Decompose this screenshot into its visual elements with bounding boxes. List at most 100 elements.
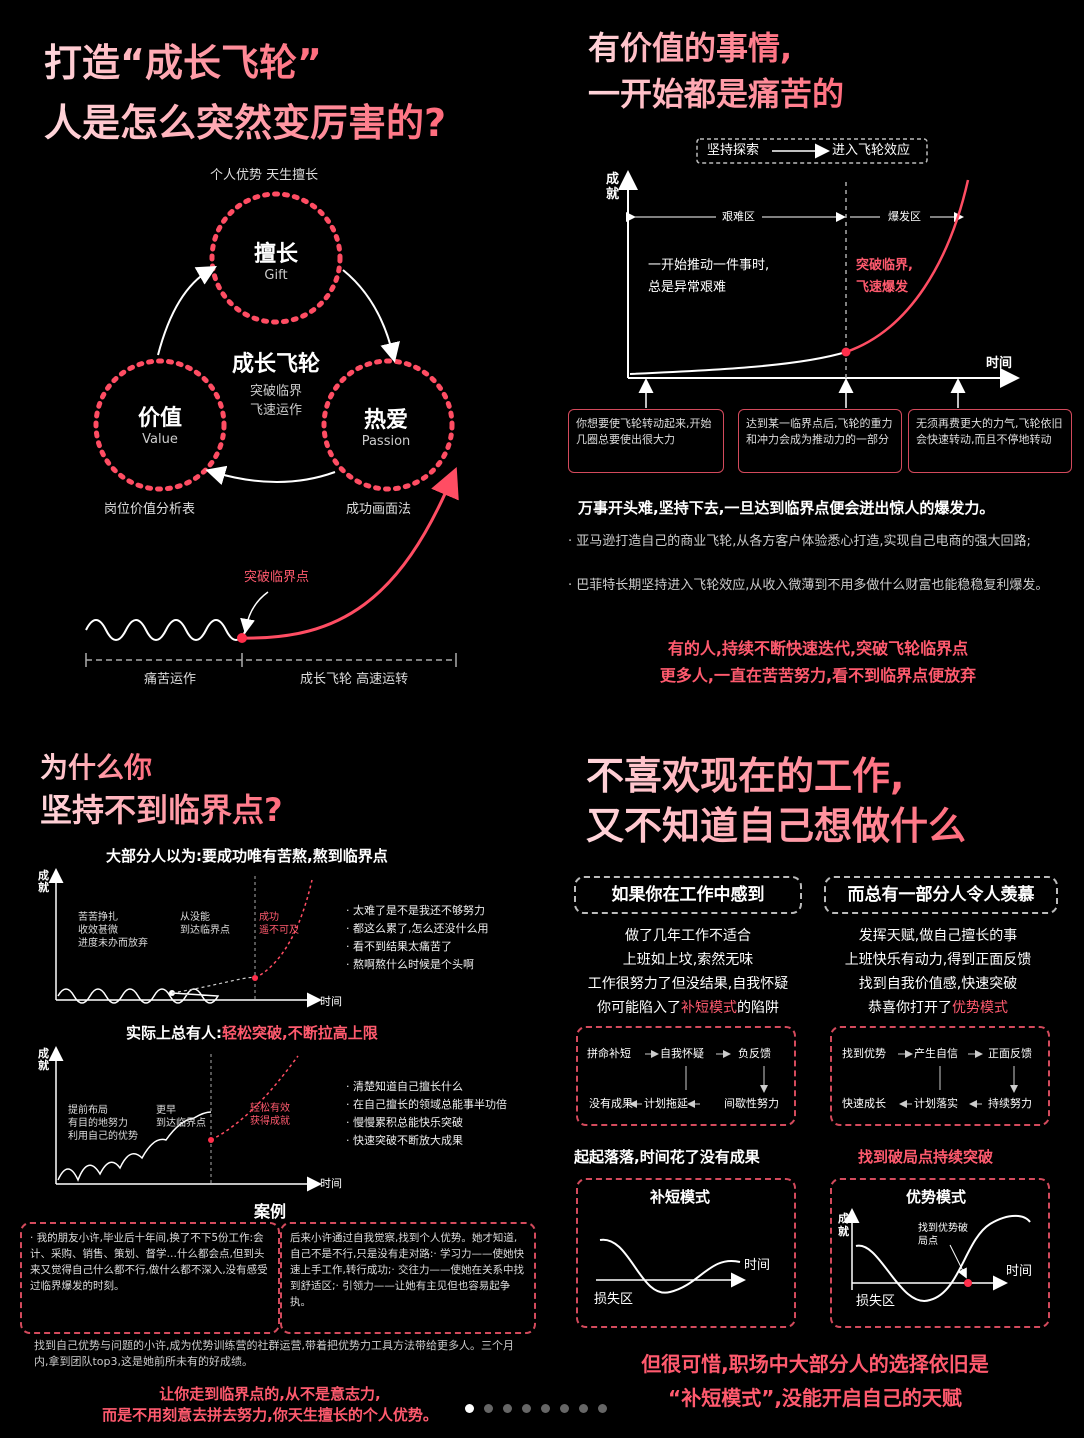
strength-time-label: 时间 [1006, 1264, 1033, 1279]
q3-sub2: 实际上总有人:轻松突破,不断拉高上限 [126, 1024, 378, 1042]
pager-dot[interactable] [598, 1404, 607, 1413]
burst-zone-text2: 飞速爆发 [856, 280, 909, 295]
q3-final-line1: 让你走到临界点的,从不是意志力, [159, 1385, 381, 1403]
flywheel-center-sub2: 飞速运作 [249, 403, 302, 418]
pager-dot[interactable] [579, 1404, 588, 1413]
strength-break-point-label: 找到优势破局点 [918, 1223, 968, 1247]
gift-label-en: Gift [264, 268, 288, 283]
q4-final-line2: “补短模式”,没能开启自己的天赋 [668, 1386, 962, 1410]
q3-title-line2: 坚持不到临界点? [40, 791, 283, 829]
value-caption: 岗位价值分析表 [104, 502, 196, 517]
passion-label-en: Passion [361, 434, 411, 449]
cycle-l-5: 计划拖延 [644, 1097, 688, 1110]
right-feelings: 发挥天赋,做自己擅长的事 上班快乐有动力,得到正面反馈 找到自我价值感,快速突破 恭… [844, 928, 1032, 1016]
flywheel-diagram [93, 191, 455, 492]
strength-mode-box [830, 1178, 1050, 1328]
q4-title-line2: 又不知道自己想做什么 [586, 804, 967, 848]
explain-box-threshold: 达到某一临界点后,飞轮的重力和冲力会成为推动力的一部分 [738, 409, 902, 473]
q3-sub1: 大部分人以为:要成功唯有苦熬,熬到临界点 [106, 847, 388, 865]
c2-y-label: 成就 [38, 1047, 49, 1072]
strength-mode-title: 优势模式 [906, 1188, 967, 1206]
flywheel-center-sub1: 突破临界 [249, 384, 302, 399]
passion-label-cn: 热爱 [363, 408, 408, 433]
strength-mode-graph [844, 1208, 1031, 1302]
pager-dot[interactable] [522, 1404, 531, 1413]
passion-caption: 成功画面法 [346, 502, 412, 517]
shortfall-mode-graph [596, 1238, 746, 1294]
strength-subtitle: 找到破局点持续突破 [858, 1148, 994, 1166]
pager-dot[interactable] [503, 1404, 512, 1413]
cycle-l-1: 拼命补短 [587, 1047, 631, 1060]
left-head-box: 如果你在工作中感到 [574, 876, 802, 914]
burst-zone-text1: 突破临界, [856, 258, 913, 273]
cycle-r-6: 持续努力 [988, 1097, 1032, 1110]
gift-circle [209, 191, 343, 325]
right-head-box: 而总有一部分人令人羡慕 [824, 876, 1058, 914]
gift-node: 擅长 Gift [226, 236, 326, 283]
pager-dot[interactable] [560, 1404, 569, 1413]
cycle-l-4: 没有成果 [589, 1097, 633, 1110]
q2-pink-line2: 更多人,一直在苦苦努力,看不到临界点便放弃 [659, 666, 977, 685]
c2-strengths-list: · 清楚知道自己擅长什么 · 在自己擅长的领域总能事半功倍 · 慢慢累积总能快乐突破… [346, 1080, 507, 1147]
case-title: 案例 [254, 1202, 287, 1221]
value-label-cn: 价值 [137, 406, 182, 431]
value-circle [93, 358, 227, 492]
cycle-r-4: 快速成长 [842, 1097, 886, 1110]
q1-title-line1: 打造“成长飞轮” [44, 41, 322, 85]
strength-y-label: 成就 [838, 1212, 849, 1238]
pager-dots[interactable] [460, 1398, 612, 1417]
pager-dot[interactable] [465, 1404, 474, 1413]
q4-title-line1: 不喜欢现在的工作, [586, 754, 905, 798]
cycle-r-1: 找到优势 [842, 1047, 886, 1060]
q2-title-line2: 一开始都是痛苦的 [588, 75, 845, 113]
cycle-l-6: 间歇性努力 [724, 1097, 779, 1110]
c1-annotation-b: 从没能 到达临界点 [180, 912, 230, 936]
q2-bullet-buffett: · 巴菲特长期坚持进入飞轮效应,从收入微薄到不用多做什么财富也能稳稳复利爆发。 [568, 578, 1049, 593]
q2-y-axis-label: 成就 [606, 172, 620, 202]
hardship-chart [48, 868, 322, 1008]
left-feelings: 做了几年工作不适合 上班如上坟,索然无味 工作很努力了但没结果,自我怀疑 你可能陷入… [587, 928, 789, 1016]
q2-x-axis-label: 时间 [986, 356, 1013, 371]
strength-loss-label: 损失区 [856, 1294, 896, 1309]
explain-box-start: 你想要使飞轮转动起来,开始几圈总要使出很大力 [568, 409, 724, 473]
easy-breakthrough-chart [48, 1046, 322, 1192]
q3-final-line2: 而是不用刻意去拼去努力,你天生擅长的个人优势。 [102, 1406, 438, 1424]
c1-thoughts-list: · 太难了是不是我还不够努力 · 都这么累了,怎么还没什么用 · 看不到结果太痛苦了… [346, 904, 489, 971]
c1-y-label: 成就 [38, 869, 49, 894]
q4-final-line1: 但很可惜,职场中大部分人的选择依旧是 [641, 1352, 989, 1376]
shortfall-mode-title: 补短模式 [650, 1188, 711, 1206]
hard-zone-label: 艰难区 [722, 210, 755, 223]
cycle-r-3: 正面反馈 [988, 1047, 1032, 1060]
painful-phase-label: 痛苦运作 [144, 672, 197, 687]
burst-zone-label: 爆发区 [888, 210, 921, 223]
flow-flywheel-label: 进入飞轮效应 [832, 143, 911, 158]
value-label-en: Value [142, 432, 178, 447]
cycle-l-2: 自我怀疑 [660, 1047, 704, 1060]
shortfall-mode-box [576, 1178, 796, 1328]
cycle-l-3: 负反馈 [738, 1047, 771, 1060]
q3-title-line1: 为什么你 [40, 751, 153, 784]
shortfall-loss-label: 损失区 [594, 1292, 634, 1307]
flywheel-effect-chart [618, 138, 1020, 408]
case-box-before: · 我的朋友小许,毕业后十年间,换了不下5份工作:会计、采购、销售、策划、督学…… [20, 1222, 280, 1334]
cycle-arrows [629, 1050, 1018, 1108]
value-node: 价值 Value [110, 400, 210, 447]
shortfall-cycle-box [576, 1026, 796, 1126]
cycle-r-2: 产生自信 [914, 1047, 958, 1060]
c2-annotation-a: 提前布局 有目的地努力 利用自己的优势 [68, 1105, 138, 1142]
c2-annotation-b: 更早 到达临界点 [156, 1105, 206, 1129]
flow-explore-label: 坚持探索 [707, 143, 760, 158]
case-box-after: 后来小许通过自我觉察,找到个人优势。她才知道,自己不是不行,只是没有走对路:· … [280, 1222, 536, 1334]
hard-zone-text2: 总是异常艰难 [648, 280, 727, 295]
gift-top-caption: 个人优势 天生擅长 [210, 168, 319, 183]
strength-cycle-box [830, 1026, 1050, 1126]
c1-annotation-c: 成功 遥不可及 [259, 912, 299, 936]
flywheel-center-title: 成长飞轮 [231, 352, 320, 377]
q2-title-line1: 有价值的事情, [588, 29, 793, 67]
pager-dot[interactable] [541, 1404, 550, 1413]
pager-dot[interactable] [484, 1404, 493, 1413]
cycle-r-5: 计划落实 [914, 1097, 958, 1110]
shortfall-time-label: 时间 [744, 1258, 771, 1273]
hard-zone-text1: 一开始推动一件事时, [648, 258, 770, 273]
